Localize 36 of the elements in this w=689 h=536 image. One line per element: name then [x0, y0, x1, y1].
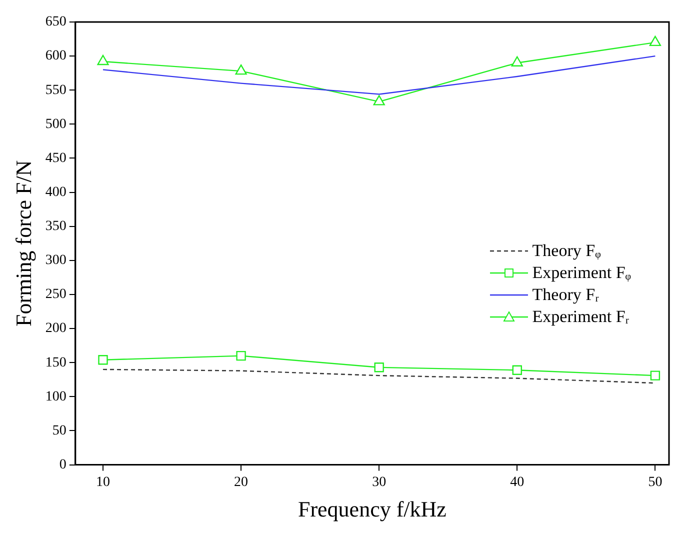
y-tick-label: 600: [45, 48, 66, 64]
y-tick-label: 0: [59, 457, 66, 472]
x-axis-title: Frequency f/kHz: [298, 496, 447, 522]
point: [373, 95, 385, 106]
point: [235, 64, 247, 75]
y-tick-label: 450: [45, 150, 66, 166]
x-tick-label: 30: [372, 474, 386, 490]
x-tick-label: 20: [234, 474, 248, 490]
y-tick-label: 100: [45, 389, 66, 404]
legend-label: Experiment Fᵣ: [532, 306, 630, 328]
legend-label: Theory Fᵩ: [532, 240, 601, 262]
point: [512, 365, 522, 375]
y-tick-label: 650: [45, 14, 66, 30]
point: [649, 36, 661, 46]
point: [511, 56, 523, 66]
line-series: [102, 368, 656, 384]
point: [236, 350, 246, 361]
y-tick-label: 50: [52, 423, 66, 438]
y-tick-label: 250: [45, 287, 66, 302]
y-tick-label: 550: [45, 82, 66, 98]
y-tick-label: 350: [45, 219, 66, 234]
point: [97, 54, 109, 66]
legend-label: Theory Fᵣ: [532, 284, 599, 306]
x-tick-label: 50: [648, 474, 662, 490]
legend-label: Experiment Fᵩ: [532, 262, 631, 284]
y-tick-label: 150: [45, 355, 66, 370]
point: [650, 370, 660, 380]
y-tick-label: 400: [45, 184, 66, 200]
point: [98, 355, 108, 365]
x-tick-label: 10: [96, 474, 110, 490]
y-axis-title: Forming force F/N: [10, 160, 36, 326]
x-tick-label: 40: [510, 474, 524, 490]
point: [374, 362, 384, 372]
y-tick-label: 200: [45, 321, 66, 336]
y-tick-label: 500: [45, 116, 66, 132]
y-tick-label: 300: [45, 253, 66, 268]
